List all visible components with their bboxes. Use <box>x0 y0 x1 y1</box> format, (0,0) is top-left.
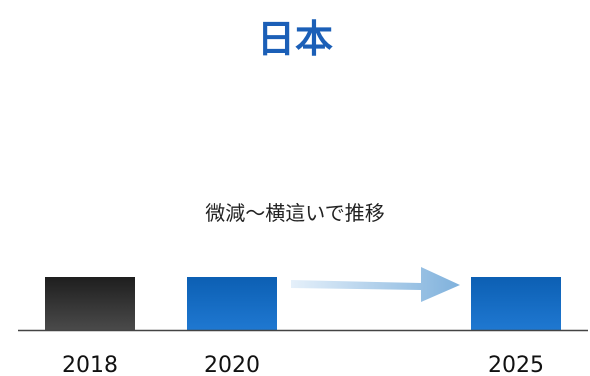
x-tick-label-2025: 2025 <box>488 353 544 376</box>
bar-2025 <box>471 277 561 330</box>
bar-2018 <box>45 277 135 330</box>
x-tick-label-2020: 2020 <box>204 353 260 376</box>
x-tick-label-2018: 2018 <box>62 353 118 376</box>
bars-group <box>45 277 561 330</box>
x-tick-labels: 2018 2020 2025 <box>62 353 544 376</box>
trend-annotation: 微減〜横這いで推移 <box>205 201 384 225</box>
chart-title: 日本 <box>257 17 333 61</box>
trend-arrow <box>291 267 460 302</box>
bar-2020 <box>187 277 277 330</box>
